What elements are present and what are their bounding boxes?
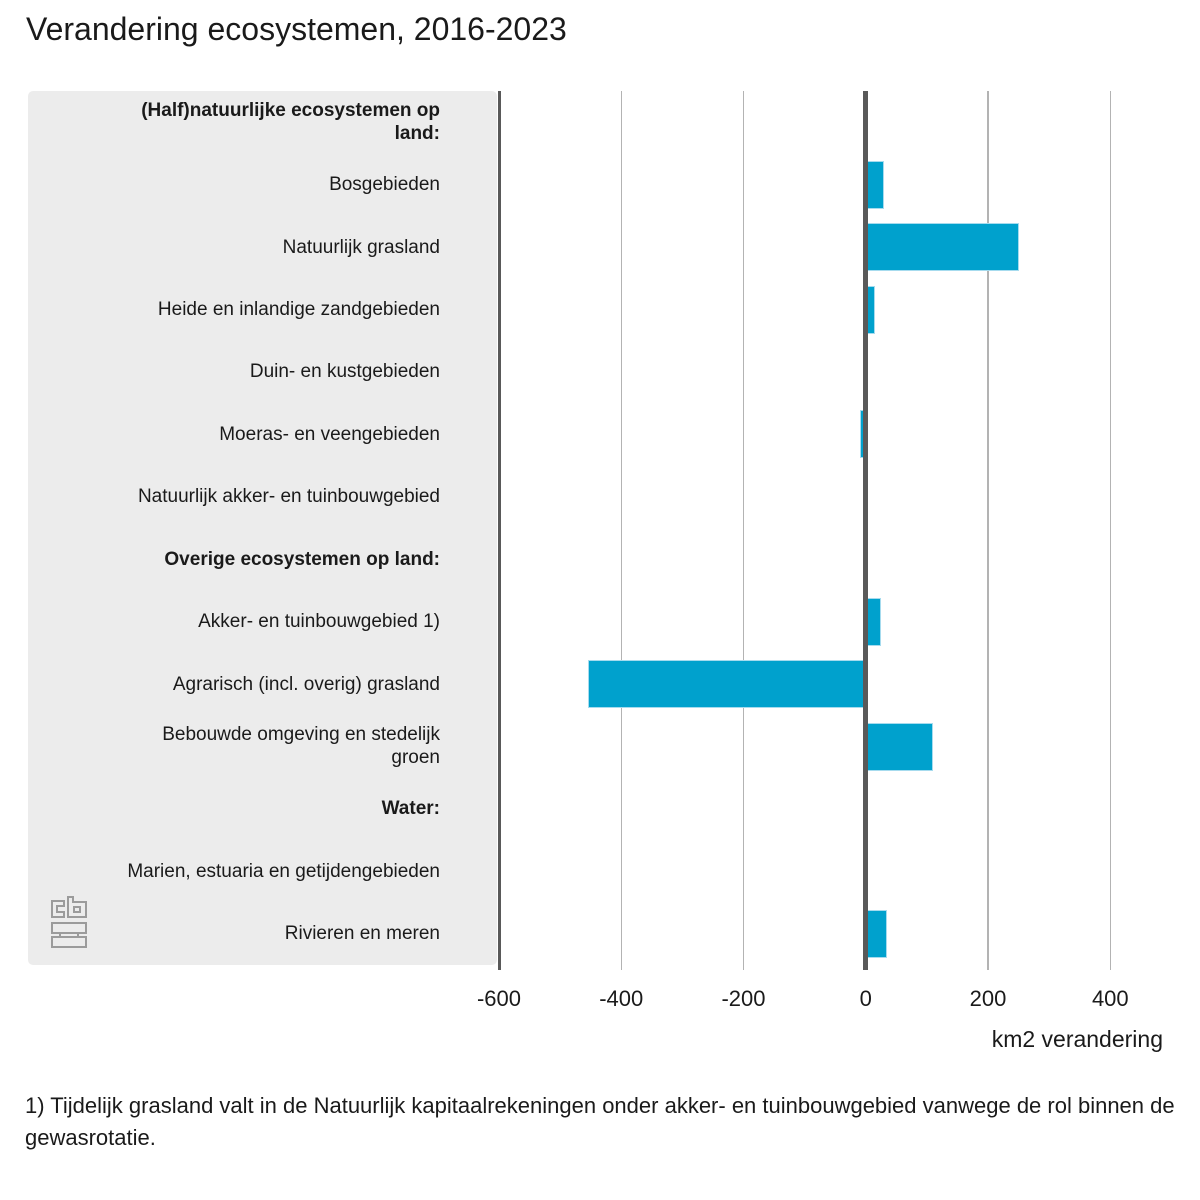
group-header-label: Overige ecosystemen op land: xyxy=(164,548,440,570)
category-label: Akker- en tuinbouwgebied 1) xyxy=(198,611,440,633)
chart-title: Verandering ecosystemen, 2016-2023 xyxy=(26,11,567,47)
category-label: Natuurlijk akker- en tuinbouwgebied xyxy=(137,486,440,508)
cbs-logo-letter-c xyxy=(51,900,65,918)
category-label: Bosgebieden xyxy=(329,174,440,196)
category-label: Natuurlijk grasland xyxy=(282,236,440,258)
x-tick-label: -400 xyxy=(599,986,644,1011)
bar-chart: (Half)natuurlijke ecosystemen op land: Bo… xyxy=(28,91,1163,1052)
category-label-panel xyxy=(28,91,497,965)
cbs-logo-letter-b-hole xyxy=(73,906,81,913)
gridline xyxy=(620,91,622,970)
value-bar xyxy=(865,909,888,958)
group-header-label: (Half)natuurlijke ecosystemen op land: xyxy=(141,100,440,145)
category-label: Rivieren en meren xyxy=(284,923,440,945)
x-tick-label: 200 xyxy=(969,986,1007,1011)
category-label: Bebouwde omgeving en stedelijk groen xyxy=(162,724,440,769)
cbs-logo-icon xyxy=(51,896,87,948)
cbs-logo-letter-s xyxy=(51,922,87,948)
category-label: Marien, estuaria en getijdengebieden xyxy=(127,860,440,882)
gridline xyxy=(1109,91,1112,970)
plot-left-axis-line xyxy=(497,91,501,970)
value-bar xyxy=(865,223,1019,272)
zero-axis-line xyxy=(863,91,869,970)
x-tick-label: -200 xyxy=(721,986,766,1011)
x-tick-label: 400 xyxy=(1091,986,1129,1011)
value-bar xyxy=(865,722,933,771)
gridline xyxy=(987,91,989,970)
value-bar xyxy=(865,160,885,209)
group-header-label: Water: xyxy=(381,798,440,820)
category-label: Agrarisch (incl. overig) grasland xyxy=(172,673,440,695)
cbs-logo-letter-b xyxy=(67,896,87,918)
category-label: Heide en inlandige zandgebieden xyxy=(157,298,440,320)
x-tick-label: 0 xyxy=(859,986,872,1011)
gridline xyxy=(742,91,745,970)
value-bar xyxy=(587,660,866,709)
category-label: Duin- en kustgebieden xyxy=(249,361,440,383)
x-axis-label: km2 verandering xyxy=(991,1026,1163,1052)
footnote: 1) Tijdelijk grasland valt in de Natuurl… xyxy=(25,1093,1175,1150)
x-tick-label: -600 xyxy=(476,986,522,1011)
category-label: Moeras- en veengebieden xyxy=(219,423,440,445)
